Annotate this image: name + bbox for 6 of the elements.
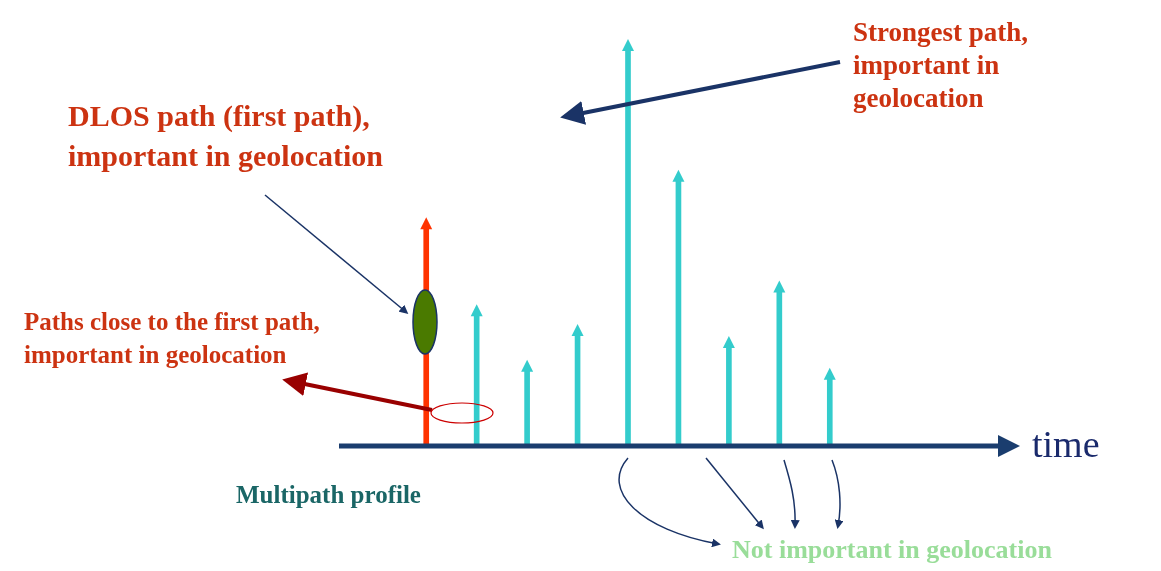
text: Paths close to the first path, important in geolocation xyxy=(24,307,321,370)
text: DLOS path (first path), important in geolocation xyxy=(68,98,384,174)
x-axis-title: time xyxy=(1032,422,1100,466)
text: Not important in geolocation xyxy=(732,535,1052,565)
text: Multipath profile xyxy=(236,481,421,509)
annotation: Strongest path, important in geolocation xyxy=(853,16,1030,115)
